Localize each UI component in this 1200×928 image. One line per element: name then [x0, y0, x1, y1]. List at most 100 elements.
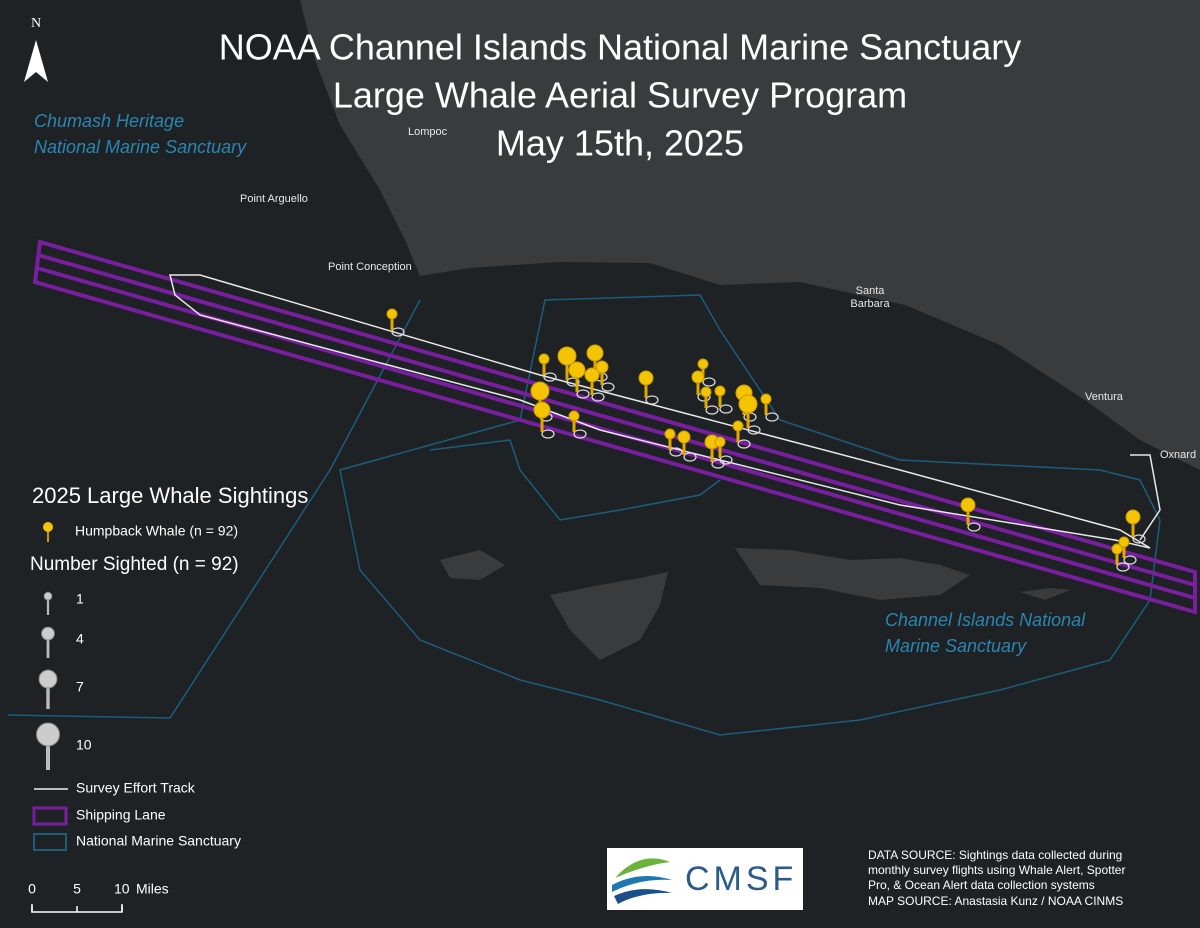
legend-size-pin [43, 591, 53, 601]
sighting-pin [1111, 543, 1123, 555]
sighting-track [391, 327, 405, 337]
sighting-pin [714, 385, 726, 397]
sighting-pin [568, 410, 580, 422]
place-label: Lompoc [408, 126, 448, 138]
sighting-track [765, 412, 779, 422]
sighting-pin [557, 346, 577, 366]
scale-unit: Miles [136, 881, 169, 897]
sighting-pin [533, 401, 551, 419]
sighting-track [683, 452, 697, 462]
sighting-track [576, 389, 590, 399]
sighting-pin [538, 353, 550, 365]
legend-size-label: 7 [76, 679, 84, 695]
sighting-track [1132, 534, 1146, 544]
sighting-track [705, 405, 719, 415]
legend-size-pin [36, 722, 60, 747]
sighting-pin [714, 436, 726, 448]
mainland [300, 0, 1200, 470]
legend-track-label: Survey Effort Track [76, 780, 196, 796]
island [550, 572, 668, 660]
sighting-track [747, 425, 761, 435]
data-source: monthly survey flights using Whale Alert… [868, 863, 1125, 877]
sighting-pin [738, 394, 758, 414]
scale-label: 0 [28, 881, 36, 897]
legend-size-pin [41, 626, 55, 641]
legend-size-label: 10 [76, 737, 92, 753]
sighting-pin [1125, 509, 1141, 525]
sighting-pin [760, 393, 772, 405]
legend-title: 2025 Large Whale Sightings [32, 483, 308, 508]
lane-outline [32, 239, 1197, 615]
place-label: Point Arguello [240, 193, 308, 205]
sighting-track [541, 429, 555, 439]
sighting-track [719, 455, 733, 465]
sanctuary-label: Marine Sanctuary [885, 636, 1027, 656]
legend-pin [43, 522, 53, 532]
place-label: Santa [856, 285, 886, 297]
island [1020, 588, 1070, 600]
sighting-track [1116, 562, 1130, 572]
place-label: Point Conception [328, 261, 412, 273]
sighting-pin [584, 367, 600, 383]
sighting-pin [960, 497, 976, 513]
logo-wave [615, 858, 670, 878]
title: NOAA Channel Islands National Marine San… [219, 27, 1021, 68]
legend-size-label: 4 [76, 631, 84, 647]
sighting-pin [568, 361, 586, 379]
data-source: Pro, & Ocean Alert data collection syste… [868, 878, 1095, 892]
title: Large Whale Aerial Survey Program [333, 75, 907, 116]
sighting-pin [732, 420, 744, 432]
logo-mark [612, 858, 672, 904]
sightings [386, 308, 1146, 572]
place-label: Ventura [1085, 391, 1124, 403]
sighting-pin [386, 308, 398, 320]
sighting-track [566, 377, 580, 387]
sighting-pin [664, 428, 676, 440]
logo-wave [614, 889, 672, 904]
sanctuary-line [429, 439, 721, 521]
sighting-track [573, 429, 587, 439]
sighting-pin [700, 386, 712, 398]
sighting-pin [691, 370, 705, 384]
sanctuary-line [7, 299, 421, 719]
survey-track [169, 274, 1161, 549]
legend-lane [32, 806, 68, 826]
place-label: Oxnard [1160, 449, 1196, 461]
data-source: MAP SOURCE: Anastasia Kunz / NOAA CINMS [868, 894, 1123, 908]
logo-text: CMSF [685, 860, 797, 898]
sanctuary-label: National Marine Sanctuary [34, 137, 247, 157]
sighting-track [669, 447, 683, 457]
sighting-track [645, 395, 659, 405]
sanctuary-label: Chumash Heritage [34, 111, 184, 131]
sighting-pin [595, 360, 609, 374]
legend: 2025 Large Whale Sightings Humpback Whal… [30, 483, 308, 851]
sighting-track [719, 404, 733, 414]
legend-sanctuary-label: National Marine Sanctuary [76, 833, 241, 849]
legend-sanctuary [33, 833, 67, 851]
sanctuary-label: Channel Islands National [885, 610, 1086, 630]
sighting-pin [697, 358, 709, 370]
scale-label: 5 [73, 881, 81, 897]
sighting-track [967, 522, 981, 532]
scale-bar: 0 5 10 Miles [28, 881, 169, 913]
sighting-track [601, 382, 615, 392]
legend-size-pin [38, 669, 58, 689]
island [440, 550, 505, 580]
sighting-pin [530, 381, 550, 401]
place-label: Barbara [850, 298, 890, 310]
legend-species: Humpback Whale (n = 92) [75, 523, 238, 539]
sighting-pin [1118, 536, 1130, 548]
legend-size-label: 1 [76, 591, 84, 607]
legend-lane-label: Shipping Lane [76, 807, 166, 823]
scale-label: 10 [114, 881, 130, 897]
data-source: DATA SOURCE: Sightings data collected du… [868, 848, 1122, 862]
sighting-pin [638, 370, 654, 386]
sighting-track [591, 392, 605, 402]
north-label: N [31, 16, 41, 31]
north-arrow [24, 40, 48, 82]
sighting-pin [586, 344, 604, 362]
legend-size-title: Number Sighted (n = 92) [30, 554, 239, 575]
sighting-track [737, 439, 751, 449]
sighting-track [1123, 555, 1137, 565]
